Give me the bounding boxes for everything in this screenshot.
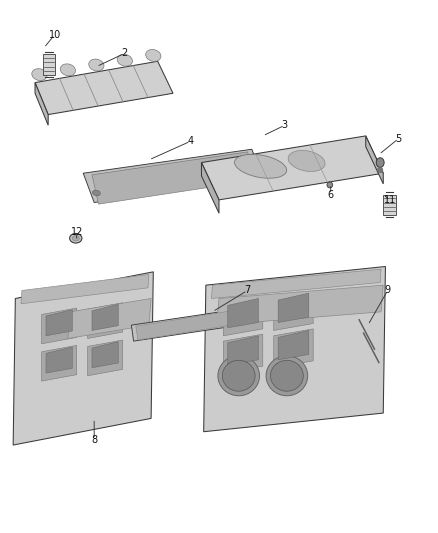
Ellipse shape bbox=[327, 182, 333, 188]
Text: 11: 11 bbox=[384, 195, 396, 205]
Polygon shape bbox=[92, 342, 118, 368]
Polygon shape bbox=[217, 285, 383, 325]
Polygon shape bbox=[228, 298, 258, 328]
Polygon shape bbox=[92, 304, 118, 330]
Ellipse shape bbox=[270, 360, 304, 391]
Text: 10: 10 bbox=[49, 30, 61, 39]
Ellipse shape bbox=[235, 155, 286, 178]
Ellipse shape bbox=[117, 54, 132, 66]
Polygon shape bbox=[83, 149, 263, 203]
Polygon shape bbox=[274, 329, 313, 368]
Ellipse shape bbox=[146, 50, 161, 61]
Polygon shape bbox=[13, 272, 153, 445]
Text: 8: 8 bbox=[91, 435, 97, 445]
Polygon shape bbox=[46, 347, 72, 373]
Polygon shape bbox=[42, 308, 77, 344]
Ellipse shape bbox=[239, 161, 247, 166]
Polygon shape bbox=[68, 298, 151, 338]
Polygon shape bbox=[204, 266, 385, 432]
Polygon shape bbox=[88, 340, 123, 376]
Ellipse shape bbox=[72, 236, 79, 241]
Polygon shape bbox=[43, 54, 55, 75]
Polygon shape bbox=[278, 293, 309, 322]
Polygon shape bbox=[201, 136, 383, 200]
Polygon shape bbox=[88, 303, 123, 338]
Text: 3: 3 bbox=[282, 120, 288, 130]
Polygon shape bbox=[278, 330, 309, 360]
Polygon shape bbox=[383, 195, 396, 215]
Ellipse shape bbox=[218, 356, 259, 395]
Polygon shape bbox=[35, 61, 173, 115]
Ellipse shape bbox=[222, 360, 255, 391]
Ellipse shape bbox=[92, 190, 100, 196]
Text: 7: 7 bbox=[244, 286, 251, 295]
Ellipse shape bbox=[60, 64, 75, 76]
Polygon shape bbox=[131, 306, 258, 341]
Polygon shape bbox=[228, 336, 258, 365]
Ellipse shape bbox=[378, 167, 383, 173]
Polygon shape bbox=[223, 297, 263, 336]
Polygon shape bbox=[136, 308, 254, 340]
Ellipse shape bbox=[376, 158, 384, 167]
Text: 2: 2 bbox=[122, 49, 128, 58]
Polygon shape bbox=[46, 310, 72, 336]
Ellipse shape bbox=[89, 59, 104, 71]
Polygon shape bbox=[212, 269, 381, 298]
Polygon shape bbox=[366, 136, 383, 184]
Text: 6: 6 bbox=[328, 190, 334, 199]
Ellipse shape bbox=[32, 69, 47, 80]
Ellipse shape bbox=[266, 356, 307, 395]
Polygon shape bbox=[274, 292, 313, 330]
Polygon shape bbox=[201, 163, 219, 213]
Ellipse shape bbox=[288, 150, 325, 172]
Polygon shape bbox=[35, 83, 48, 125]
Ellipse shape bbox=[70, 233, 82, 243]
Text: 4: 4 bbox=[187, 136, 194, 146]
Polygon shape bbox=[42, 345, 77, 381]
Text: 5: 5 bbox=[396, 134, 402, 143]
Polygon shape bbox=[92, 152, 256, 204]
Text: 9: 9 bbox=[385, 286, 391, 295]
Text: 12: 12 bbox=[71, 227, 83, 237]
Polygon shape bbox=[21, 274, 149, 304]
Polygon shape bbox=[223, 334, 263, 373]
